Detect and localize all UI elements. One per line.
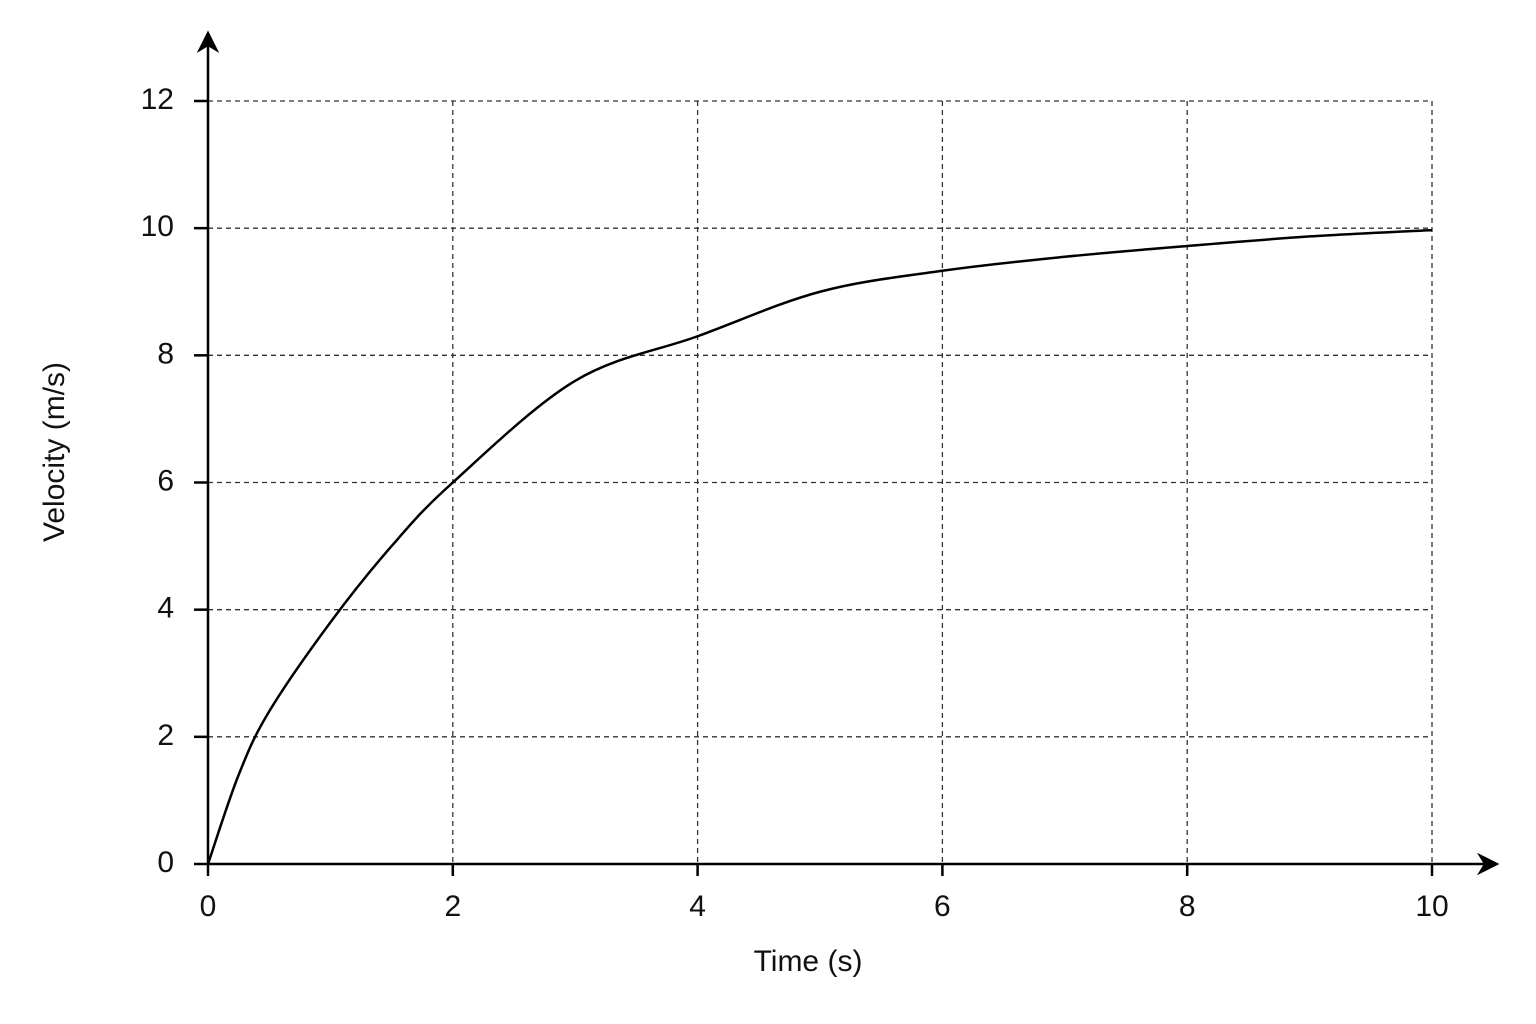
y-tick-label: 12 bbox=[141, 83, 174, 116]
x-tick-label: 4 bbox=[689, 890, 706, 923]
y-tick-label: 6 bbox=[157, 464, 174, 497]
x-tick-label: 10 bbox=[1415, 890, 1448, 923]
x-tick-label: 8 bbox=[1179, 890, 1196, 923]
x-tick-label: 2 bbox=[444, 890, 461, 923]
y-tick-label: 0 bbox=[157, 846, 174, 879]
y-tick-label: 8 bbox=[157, 337, 174, 370]
y-axis-label: Velocity (m/s) bbox=[38, 362, 71, 542]
y-tick-label: 10 bbox=[141, 210, 174, 243]
line bbox=[206, 228, 1433, 865]
x-tick-label: 6 bbox=[934, 890, 951, 923]
y-tick-label: 2 bbox=[157, 719, 174, 752]
x-axis-label: Time (s) bbox=[754, 945, 863, 978]
y-tick-label: 4 bbox=[157, 592, 174, 625]
grid bbox=[207, 100, 1433, 865]
x-tick-label: 0 bbox=[200, 890, 217, 923]
